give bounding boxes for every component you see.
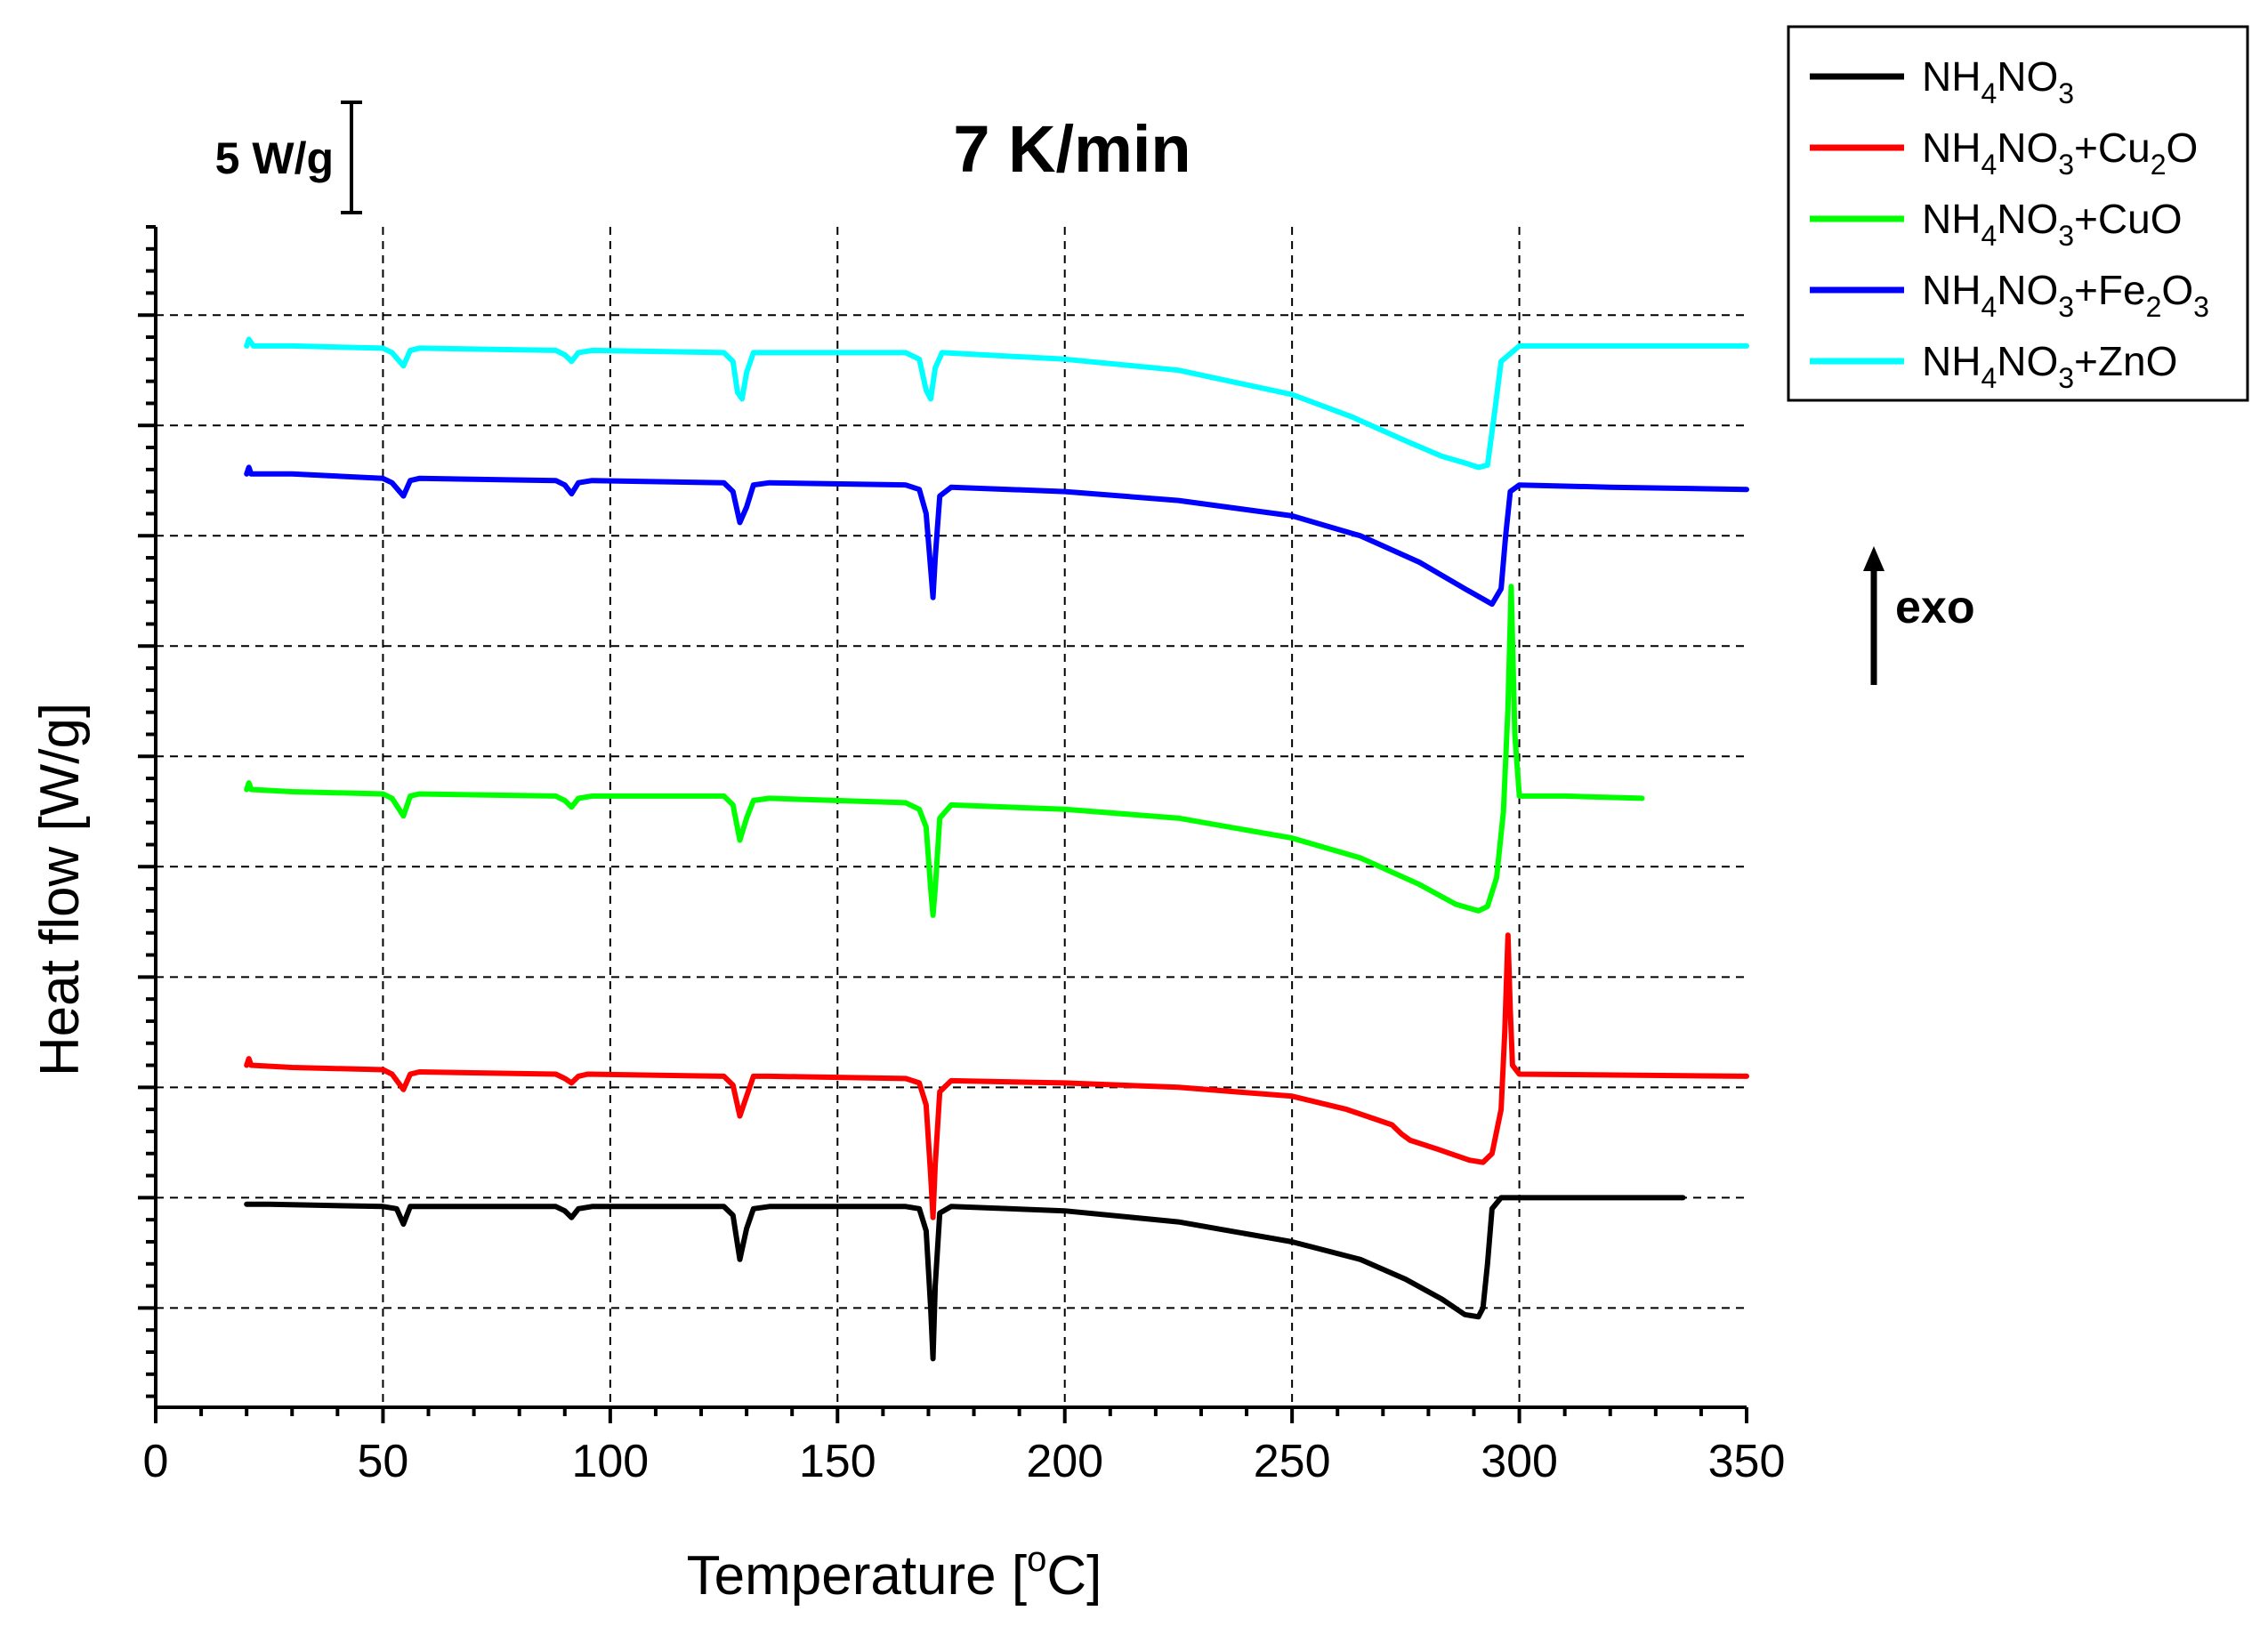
y-axis-title: Heat flow [W/g] — [29, 703, 91, 1076]
x-axis-title: Temperature [oC] — [687, 1540, 1102, 1607]
exo-indicator: exo — [1863, 546, 1975, 685]
x-tick-label: 250 — [1254, 1436, 1331, 1487]
series-curves — [244, 336, 1749, 1362]
legend: NH4NO3 NH4NO3+Cu2O NH4NO3+CuO NH4NO3+Fe2O3 N… — [1787, 25, 2249, 402]
series-line-2 — [244, 584, 1645, 918]
x-tick-label: 100 — [571, 1436, 649, 1487]
chart-title: 7 K/min — [953, 112, 1190, 186]
legend-box — [1787, 25, 2249, 402]
x-axis-ticks: 0 50 100 150 200 250 300 350 — [143, 1407, 1786, 1487]
x-tick-label: 50 — [358, 1436, 409, 1487]
series-line-4 — [244, 336, 1749, 471]
x-tick-label: 300 — [1481, 1436, 1558, 1487]
axes — [154, 227, 1747, 1409]
legend-label-2: NH4NO3+CuO — [1922, 196, 2183, 252]
exo-label: exo — [1895, 582, 1975, 633]
x-tick-label: 0 — [143, 1436, 169, 1487]
scale-bar: 5 W/g — [215, 101, 362, 215]
legend-label-3: NH4NO3+Fe2O3 — [1922, 267, 2209, 323]
series-line-3 — [244, 464, 1749, 608]
x-tick-label: 150 — [799, 1436, 876, 1487]
y-axis-ticks — [138, 225, 156, 1398]
series-line-1 — [244, 932, 1749, 1220]
legend-label-4: NH4NO3+ZnO — [1922, 338, 2177, 394]
x-tick-label: 200 — [1026, 1436, 1103, 1487]
x-tick-label: 350 — [1708, 1436, 1786, 1487]
series-line-0 — [244, 1195, 1686, 1362]
x-axis-title-unit: C] — [1046, 1545, 1102, 1607]
legend-label-1: NH4NO3+Cu2O — [1922, 125, 2198, 181]
exo-arrow-icon — [1863, 546, 1885, 571]
grid-lines — [156, 227, 1747, 1407]
scale-bar-label: 5 W/g — [215, 133, 334, 183]
x-axis-title-sup: o — [1027, 1540, 1046, 1579]
legend-label-0: NH4NO3 — [1922, 53, 2074, 109]
x-axis-title-main: Temperature [ — [687, 1545, 1028, 1607]
